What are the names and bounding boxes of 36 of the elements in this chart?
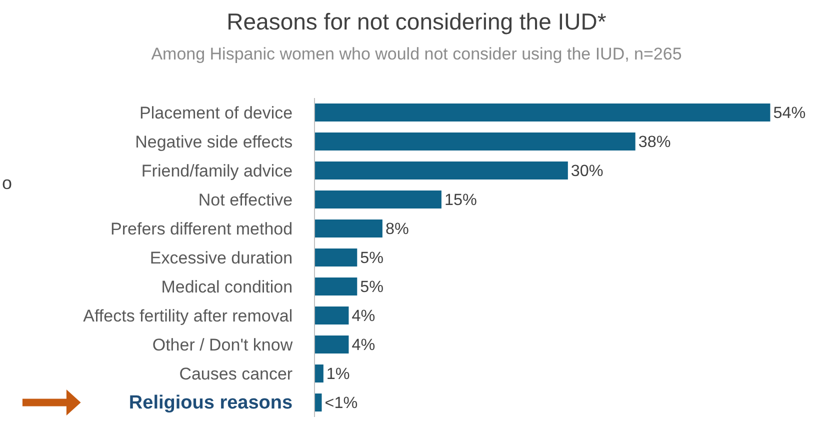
chart-title: Reasons for not considering the IUD* xyxy=(226,8,606,35)
y-tick-label: Other / Don't know xyxy=(152,335,294,354)
bar xyxy=(315,306,349,324)
y-tick-label: Placement of device xyxy=(140,103,293,122)
bar xyxy=(315,336,349,354)
data-label: 4% xyxy=(352,306,376,325)
bar xyxy=(315,364,324,382)
y-tick-label: Medical condition xyxy=(161,277,293,296)
y-tick-label: Prefers different method xyxy=(110,219,293,238)
bar xyxy=(315,278,358,296)
data-label: <1% xyxy=(324,394,358,412)
data-label: 30% xyxy=(570,162,604,180)
data-label: 54% xyxy=(773,104,806,122)
text: o xyxy=(2,173,12,193)
y-tick-label: Friend/family advice xyxy=(141,161,293,180)
data-label: 5% xyxy=(360,278,384,296)
data-label: 8% xyxy=(385,220,409,238)
data-label: 15% xyxy=(444,190,477,209)
data-label: 38% xyxy=(638,132,671,151)
y-tick-label: Not effective xyxy=(198,190,293,210)
bar xyxy=(315,190,442,208)
bar xyxy=(315,132,636,150)
data-label: 4% xyxy=(352,336,376,354)
y-tick-label: Negative side effects xyxy=(135,132,293,152)
y-tick-label: Causes cancer xyxy=(179,364,293,384)
y-tick-label: Excessive duration xyxy=(150,248,293,268)
y-tick-label: Affects fertility after removal xyxy=(83,306,293,326)
bar xyxy=(315,220,382,238)
y-tick-label: Religious reasons xyxy=(128,392,293,414)
bar xyxy=(315,104,770,122)
bar xyxy=(315,248,358,266)
bar xyxy=(315,162,568,180)
bar xyxy=(315,394,322,412)
data-label: 5% xyxy=(360,248,384,267)
data-label: 1% xyxy=(326,364,350,383)
chart-subtitle: Among Hispanic women who would not consider using the IUD, n=265 xyxy=(151,44,682,64)
